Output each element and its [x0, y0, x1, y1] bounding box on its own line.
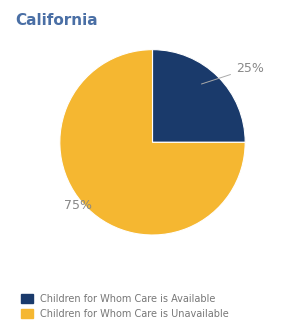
Wedge shape — [152, 50, 245, 142]
Wedge shape — [60, 50, 245, 235]
Legend: Children for Whom Care is Available, Children for Whom Care is Unavailable: Children for Whom Care is Available, Chi… — [17, 290, 233, 323]
Text: 75%: 75% — [64, 181, 106, 212]
Text: California: California — [15, 13, 98, 28]
Text: 25%: 25% — [202, 62, 264, 84]
